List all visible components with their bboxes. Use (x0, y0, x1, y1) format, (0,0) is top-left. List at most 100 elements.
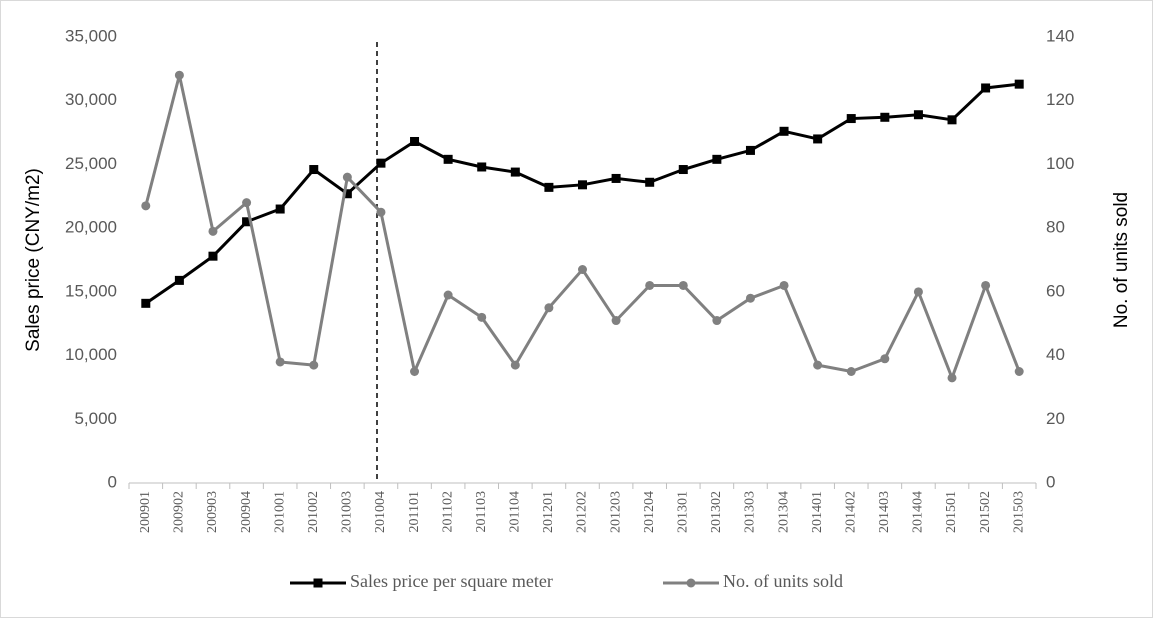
marker (846, 114, 856, 124)
y2-tick-label: 120 (1046, 90, 1074, 109)
marker (242, 198, 252, 208)
x-tick-label: 200903 (205, 491, 220, 533)
x-tick-label: 201004 (373, 491, 388, 533)
marker (141, 201, 151, 211)
marker (275, 204, 285, 214)
x-tick-label: 201502 (978, 491, 993, 533)
x-tick-label: 201403 (877, 491, 892, 533)
y2-tick-label: 20 (1046, 409, 1065, 428)
marker (141, 298, 151, 308)
y-tick-label: 30,000 (65, 90, 117, 109)
x-tick-label: 200901 (138, 491, 153, 533)
marker (611, 316, 621, 326)
y-axis-title: Sales price (CNY/m2) (23, 168, 44, 352)
marker (947, 115, 957, 125)
x-tick-label: 201102 (440, 491, 455, 532)
marker (913, 287, 923, 297)
marker (1014, 79, 1024, 89)
legend-marker (313, 578, 323, 588)
x-tick-label: 201402 (843, 491, 858, 533)
marker (443, 290, 453, 300)
x-tick-label: 201101 (407, 491, 422, 532)
x-tick-label: 201303 (743, 491, 758, 533)
marker (712, 154, 722, 164)
marker (745, 293, 755, 303)
y-tick-label: 25,000 (65, 154, 117, 173)
marker (309, 165, 319, 175)
x-tick-label: 201203 (608, 491, 623, 533)
marker (376, 158, 386, 168)
marker (477, 162, 487, 172)
legend-marker (686, 578, 696, 588)
marker (645, 280, 655, 290)
marker (410, 136, 420, 146)
y-tick-label: 10,000 (65, 345, 117, 364)
marker (174, 275, 184, 285)
x-tick-label: 201501 (944, 491, 959, 533)
marker (981, 280, 991, 290)
marker (678, 165, 688, 175)
y2-tick-label: 80 (1046, 218, 1065, 237)
marker (342, 172, 352, 182)
x-tick-label: 200902 (172, 491, 187, 533)
marker (544, 303, 554, 313)
y-tick-label: 15,000 (65, 281, 117, 300)
marker (275, 357, 285, 367)
y-tick-label: 20,000 (65, 218, 117, 237)
x-tick-label: 201204 (642, 491, 657, 533)
marker (880, 112, 890, 122)
marker (1014, 367, 1024, 376)
marker (342, 189, 352, 199)
marker (813, 134, 823, 144)
marker (981, 83, 991, 93)
x-tick-label: 201001 (272, 491, 287, 533)
marker (779, 126, 789, 136)
marker (678, 280, 688, 290)
y2-tick-label: 100 (1046, 154, 1074, 173)
x-tick-label: 201301 (675, 491, 690, 533)
y2-tick-label: 0 (1046, 472, 1055, 491)
marker (611, 173, 621, 183)
x-tick-label: 201202 (575, 491, 590, 533)
y2-tick-label: 140 (1046, 26, 1074, 45)
x-tick-label: 201304 (776, 491, 791, 533)
x-tick-label: 201002 (306, 491, 321, 533)
legend-label: No. of units sold (723, 571, 843, 591)
x-tick-label: 201503 (1011, 491, 1026, 533)
marker (510, 360, 520, 370)
marker (578, 265, 587, 275)
marker (846, 367, 856, 376)
marker (578, 180, 587, 190)
x-tick-label: 201404 (911, 491, 926, 533)
marker (813, 360, 823, 370)
x-tick-label: 201302 (709, 491, 724, 533)
marker (913, 110, 923, 120)
y-tick-label: 5,000 (74, 409, 117, 428)
marker (947, 373, 957, 383)
marker (477, 312, 487, 322)
y-tick-label: 0 (108, 472, 117, 491)
marker (645, 177, 655, 187)
marker (544, 182, 554, 192)
y2-tick-label: 60 (1046, 281, 1065, 300)
x-tick-label: 201104 (508, 491, 523, 532)
y-tick-label: 35,000 (65, 26, 117, 45)
x-tick-label: 201003 (340, 491, 355, 533)
y2-tick-label: 40 (1046, 345, 1065, 364)
marker (880, 354, 890, 364)
legend-label: Sales price per square meter (350, 571, 553, 591)
marker (208, 226, 218, 236)
marker (712, 316, 722, 326)
marker (376, 207, 386, 217)
marker (208, 251, 218, 261)
marker (242, 217, 252, 227)
x-tick-label: 200904 (239, 491, 254, 533)
marker (309, 360, 319, 370)
marker (410, 367, 420, 376)
marker (174, 70, 184, 80)
y2-axis-title: No. of units sold (1111, 192, 1132, 328)
x-tick-label: 201401 (810, 491, 825, 533)
marker (510, 167, 520, 177)
